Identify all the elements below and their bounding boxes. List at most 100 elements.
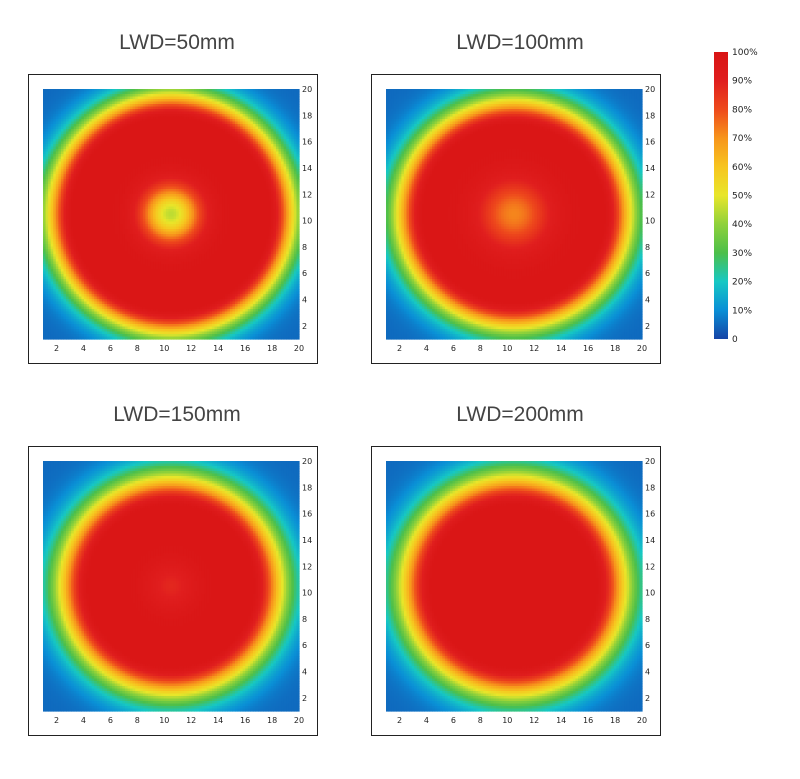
heatmap-cell [196,119,200,123]
heatmap-cell [101,91,106,95]
heatmap-cell [252,144,257,148]
heatmap-cell [219,159,223,163]
heatmap-cell [214,156,218,160]
heatmap-cell [45,154,49,158]
heatmap-cell [296,106,300,110]
heatmap-cell [66,131,70,135]
heatmap-cell [78,131,82,135]
heatmap-cell [153,146,157,150]
heatmap-cell [109,151,113,155]
heatmap-cell [229,134,234,138]
heatmap-cell [186,116,190,120]
heatmap-cell [122,99,126,103]
heatmap-cell [66,176,70,180]
heatmap-cell [283,141,287,145]
heatmap-cell [101,189,106,193]
heatmap-cell [68,94,72,98]
heatmap-cell [83,154,88,158]
heatmap-cell [112,91,116,95]
heatmap-cell [191,211,195,215]
heatmap-cell [214,91,218,95]
heatmap-cell [222,169,226,173]
heatmap-cell [153,94,157,98]
heatmap-cell [78,174,82,178]
heatmap-cell [132,169,136,173]
heatmap-cell [153,171,157,175]
heatmap-cell [206,211,210,215]
heatmap-cell [199,134,203,138]
heatmap-cell [255,149,259,153]
heatmap-cell [109,144,113,148]
heatmap-cell [186,169,190,173]
heatmap-cell [91,204,95,208]
heatmap-cell [286,89,290,93]
heatmap-cell [214,151,218,155]
heatmap-cell [109,201,113,205]
heatmap-cell [86,116,90,120]
heatmap-cell [124,146,129,150]
heatmap-cell [158,89,162,93]
heatmap-cell [199,144,203,148]
heatmap-cell [68,201,72,205]
heatmap-cell [130,176,134,180]
heatmap-cell [222,91,226,95]
heatmap-cell [94,116,98,120]
heatmap-cell [288,124,292,128]
heatmap-cell [186,194,190,198]
heatmap-cell [186,159,190,163]
heatmap-cell [155,126,159,130]
heatmap-cell [247,136,251,140]
heatmap-cell [58,199,62,203]
heatmap-cell [119,139,123,143]
heatmap-cell [247,141,251,145]
heatmap-cell [255,116,259,120]
heatmap-cell [130,139,134,143]
heatmap-cell [206,114,210,118]
heatmap-cell [260,94,264,98]
heatmap-cell [124,141,129,145]
heatmap-cell [296,141,300,145]
heatmap-cell [273,121,277,125]
heatmap-cell [258,201,262,205]
heatmap-cell [258,191,262,195]
heatmap-cell [265,191,269,195]
heatmap-cell [186,156,190,160]
heatmap-cell [45,201,49,205]
heatmap-cell [109,196,113,200]
heatmap-cell [245,131,249,135]
heatmap-cell [242,161,246,165]
heatmap-cell [235,176,239,180]
heatmap-cell [43,166,47,170]
heatmap-cell [86,134,90,138]
heatmap-cell [55,119,59,123]
heatmap-cell [281,116,285,120]
heatmap-cell [135,111,139,115]
heatmap-cell [140,194,144,198]
heatmap-cell [96,156,100,160]
heatmap-cell [130,124,134,128]
heatmap-cell [73,91,77,95]
heatmap-cell [94,201,98,205]
heatmap-cell [150,201,154,205]
heatmap-cell [229,176,234,180]
heatmap-cell [122,159,126,163]
heatmap-cell [191,156,195,160]
heatmap-cell [163,146,167,150]
heatmap-cell [211,209,216,213]
heatmap-cell [260,129,264,133]
heatmap-cell [114,159,118,163]
heatmap-cell [119,159,123,163]
heatmap-cell [150,126,154,130]
heatmap-cell [191,141,195,145]
heatmap-cell [224,144,228,148]
heatmap-cell [114,161,118,165]
heatmap-cell [240,89,244,93]
heatmap-cell [160,106,164,110]
heatmap-cell [86,151,90,155]
heatmap-cell [268,194,272,198]
heatmap-cell [196,196,200,200]
heatmap-cell [219,144,223,148]
heatmap-cell [58,109,62,113]
heatmap-cell [160,126,164,130]
heatmap-cell [250,129,254,133]
